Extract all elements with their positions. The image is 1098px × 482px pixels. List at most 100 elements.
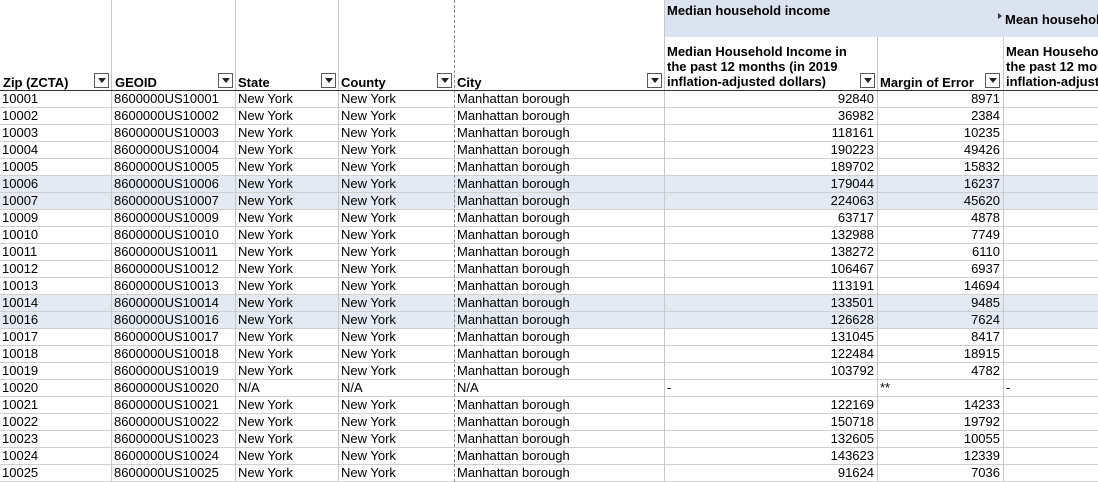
zip-cell[interactable]: 10025 — [2, 465, 39, 480]
filter-dropdown-county[interactable] — [437, 73, 452, 88]
mean-income-cell[interactable] — [1004, 363, 1098, 379]
table-row[interactable]: 10009 8600000US10009 New York New York Manha… — [0, 210, 1098, 227]
city-cell[interactable]: Manhattan borough — [457, 363, 570, 378]
state-cell[interactable]: New York — [238, 142, 293, 157]
median-income-cell[interactable]: 91624 — [837, 465, 874, 480]
state-cell[interactable]: New York — [238, 261, 293, 276]
mean-income-cell[interactable] — [1004, 108, 1098, 124]
margin-of-error-cell[interactable]: 7036 — [971, 465, 1000, 480]
zip-cell[interactable]: 10010 — [2, 227, 39, 242]
geoid-cell[interactable]: 8600000US10005 — [114, 159, 219, 174]
county-cell[interactable]: New York — [341, 346, 396, 361]
table-row[interactable]: 10003 8600000US10003 New York New York Manha… — [0, 125, 1098, 142]
county-cell[interactable]: New York — [341, 193, 396, 208]
county-cell[interactable]: New York — [341, 244, 396, 259]
city-cell[interactable]: Manhattan borough — [457, 227, 570, 242]
city-cell[interactable]: Manhattan borough — [457, 261, 570, 276]
geoid-cell[interactable]: 8600000US10009 — [114, 210, 219, 225]
median-income-cell[interactable]: 132988 — [830, 227, 874, 242]
median-income-cell[interactable]: 113191 — [831, 278, 874, 293]
mean-income-cell[interactable] — [1004, 125, 1098, 141]
table-row[interactable]: 10001 8600000US10001 New York New York Manha… — [0, 91, 1098, 108]
margin-of-error-cell[interactable]: 14694 — [963, 278, 1000, 293]
city-cell[interactable]: Manhattan borough — [457, 244, 570, 259]
city-cell[interactable]: Manhattan borough — [457, 91, 570, 106]
margin-of-error-cell[interactable]: 2384 — [971, 108, 1000, 123]
mean-income-cell[interactable] — [1004, 210, 1098, 226]
col-header-zip[interactable]: Zip (ZCTA) — [3, 75, 69, 90]
mean-income-cell[interactable] — [1004, 397, 1098, 413]
state-cell[interactable]: New York — [238, 125, 293, 140]
margin-of-error-cell[interactable]: 4782 — [971, 363, 1000, 378]
zip-cell[interactable]: 10013 — [2, 278, 39, 293]
zip-cell[interactable]: 10014 — [2, 295, 39, 310]
zip-cell[interactable]: 10003 — [2, 125, 39, 140]
median-income-cell[interactable]: 126628 — [830, 312, 874, 327]
median-income-cell[interactable]: 118161 — [831, 125, 874, 140]
margin-of-error-cell[interactable]: 6937 — [971, 261, 1000, 276]
state-cell[interactable]: New York — [238, 91, 293, 106]
margin-of-error-cell[interactable]: ** — [880, 380, 891, 395]
geoid-cell[interactable]: 8600000US10012 — [114, 261, 219, 276]
table-row[interactable]: 10014 8600000US10014 New York New York Manha… — [0, 295, 1098, 312]
table-row[interactable]: 10023 8600000US10023 New York New York Manha… — [0, 431, 1098, 448]
mean-income-cell[interactable] — [1004, 448, 1098, 464]
zip-cell[interactable]: 10021 — [2, 397, 39, 412]
table-row[interactable]: 10006 8600000US10006 New York New York Manha… — [0, 176, 1098, 193]
county-cell[interactable]: New York — [341, 159, 396, 174]
mean-income-cell[interactable] — [1004, 312, 1098, 328]
geoid-cell[interactable]: 8600000US10024 — [114, 448, 219, 463]
margin-of-error-cell[interactable]: 9485 — [971, 295, 1000, 310]
margin-of-error-cell[interactable]: 45620 — [963, 193, 1000, 208]
mean-income-cell[interactable] — [1004, 91, 1098, 107]
margin-of-error-cell[interactable]: 18915 — [963, 346, 1000, 361]
city-cell[interactable]: Manhattan borough — [457, 142, 570, 157]
geoid-cell[interactable]: 8600000US10014 — [114, 295, 219, 310]
median-income-cell[interactable]: 103792 — [830, 363, 874, 378]
margin-of-error-cell[interactable]: 7749 — [971, 227, 1000, 242]
mean-income-cell[interactable] — [1004, 227, 1098, 243]
county-cell[interactable]: N/A — [341, 380, 363, 395]
expand-group-icon[interactable] — [998, 13, 1002, 19]
state-cell[interactable]: New York — [238, 414, 293, 429]
county-cell[interactable]: New York — [341, 465, 396, 480]
geoid-cell[interactable]: 8600000US10017 — [114, 329, 219, 344]
city-cell[interactable]: Manhattan borough — [457, 346, 570, 361]
col-header-median-income[interactable]: Median Household Income in the past 12 m… — [667, 44, 847, 89]
city-cell[interactable]: Manhattan borough — [457, 159, 570, 174]
margin-of-error-cell[interactable]: 19792 — [963, 414, 1000, 429]
median-income-cell[interactable]: 36982 — [837, 108, 874, 123]
city-cell[interactable]: Manhattan borough — [457, 329, 570, 344]
geoid-cell[interactable]: 8600000US10003 — [114, 125, 219, 140]
table-row[interactable]: 10005 8600000US10005 New York New York Manha… — [0, 159, 1098, 176]
median-income-cell[interactable]: 122484 — [830, 346, 874, 361]
mean-income-cell[interactable] — [1004, 346, 1098, 362]
state-cell[interactable]: New York — [238, 108, 293, 123]
margin-of-error-cell[interactable]: 12339 — [963, 448, 1000, 463]
filter-dropdown-median-income[interactable] — [860, 73, 875, 88]
zip-cell[interactable]: 10007 — [2, 193, 39, 208]
margin-of-error-cell[interactable]: 8971 — [971, 91, 1000, 106]
geoid-cell[interactable]: 8600000US10010 — [114, 227, 219, 242]
city-cell[interactable]: Manhattan borough — [457, 448, 570, 463]
table-row[interactable]: 10004 8600000US10004 New York New York Manha… — [0, 142, 1098, 159]
geoid-cell[interactable]: 8600000US10001 — [114, 91, 219, 106]
geoid-cell[interactable]: 8600000US10020 — [114, 380, 219, 395]
zip-cell[interactable]: 10002 — [2, 108, 39, 123]
median-income-cell[interactable]: 190223 — [830, 142, 874, 157]
city-cell[interactable]: Manhattan borough — [457, 312, 570, 327]
mean-income-cell[interactable] — [1004, 244, 1098, 260]
county-cell[interactable]: New York — [341, 312, 396, 327]
county-cell[interactable]: New York — [341, 261, 396, 276]
geoid-cell[interactable]: 8600000US10013 — [114, 278, 219, 293]
state-cell[interactable]: New York — [238, 244, 293, 259]
mean-income-cell[interactable] — [1004, 431, 1098, 447]
median-income-cell[interactable]: 131045 — [830, 329, 874, 344]
zip-cell[interactable]: 10018 — [2, 346, 39, 361]
median-income-cell[interactable]: 189702 — [830, 159, 874, 174]
county-cell[interactable]: New York — [341, 125, 396, 140]
table-row[interactable]: 10007 8600000US10007 New York New York Manha… — [0, 193, 1098, 210]
zip-cell[interactable]: 10016 — [2, 312, 39, 327]
county-cell[interactable]: New York — [341, 227, 396, 242]
mean-income-cell[interactable] — [1004, 261, 1098, 277]
